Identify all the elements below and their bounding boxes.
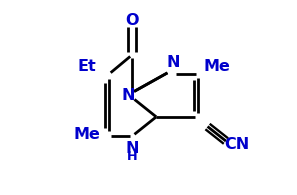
Text: O: O xyxy=(125,12,139,27)
Text: H: H xyxy=(127,150,137,163)
Text: Me: Me xyxy=(73,127,100,142)
Text: CN: CN xyxy=(224,137,249,152)
Text: N: N xyxy=(125,141,139,156)
Text: Me: Me xyxy=(204,59,231,74)
Text: Et: Et xyxy=(77,59,96,74)
Text: N: N xyxy=(167,55,180,70)
Text: N: N xyxy=(121,88,135,103)
